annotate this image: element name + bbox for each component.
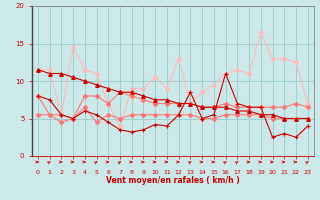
- X-axis label: Vent moyen/en rafales ( km/h ): Vent moyen/en rafales ( km/h ): [106, 176, 240, 185]
